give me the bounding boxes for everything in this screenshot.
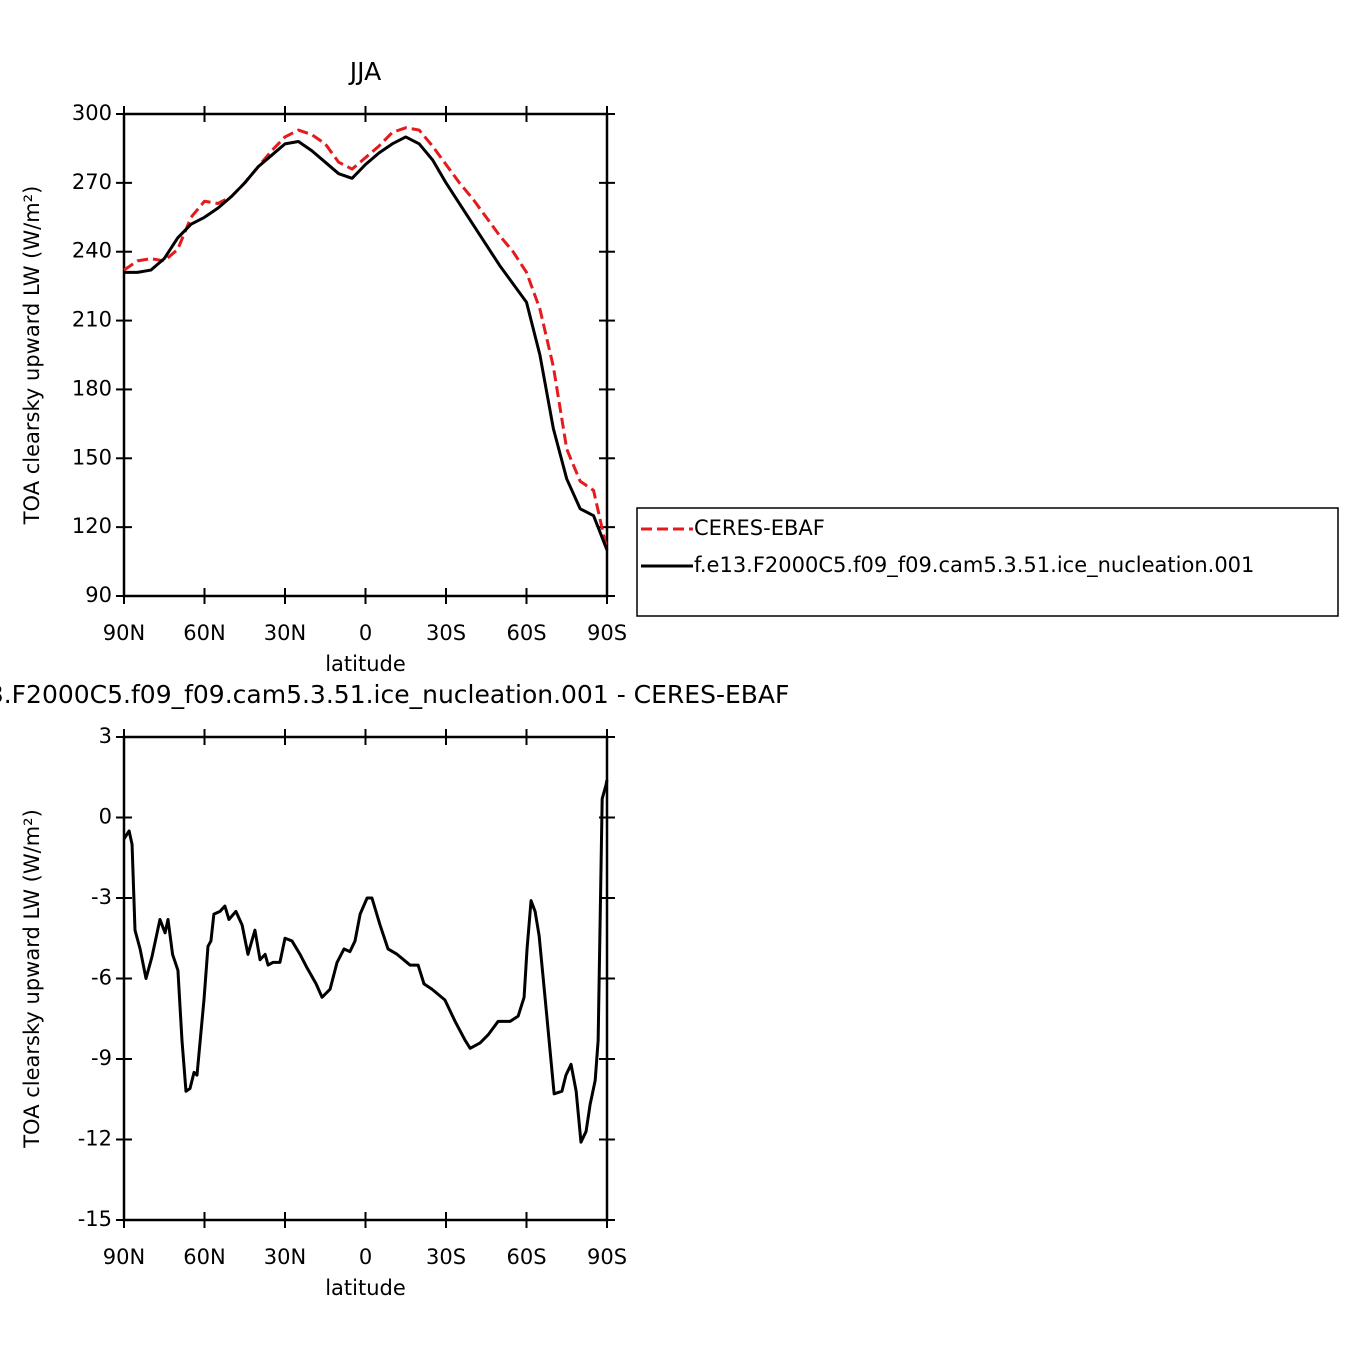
- plot-frame: [122, 112, 609, 598]
- y-tick-label: -3: [91, 885, 112, 909]
- data-line: [124, 135, 609, 551]
- legend-label: f.e13.F2000C5.f09_f09.cam5.3.51.ice_nucl…: [694, 553, 1254, 578]
- y-axis-label: TOA clearsky upward LW (W/m²): [20, 186, 44, 526]
- x-tick-label: 0: [359, 621, 372, 645]
- x-tick-label: 90N: [103, 621, 145, 645]
- chart-title: f.e13.F2000C5.f09_f09.cam5.3.51.ice_nucl…: [0, 680, 789, 709]
- y-tick-label: 0: [99, 805, 112, 829]
- y-tick-label: 270: [72, 170, 112, 194]
- chart-title: JJA: [348, 57, 381, 86]
- x-axis-label: latitude: [325, 652, 406, 676]
- y-tick-label: -15: [78, 1207, 112, 1231]
- x-tick-label: 90S: [587, 621, 627, 645]
- data-line: [122, 779, 609, 1144]
- y-tick-label: 120: [72, 514, 112, 538]
- y-tick-label: 180: [72, 376, 112, 400]
- data-line: [123, 126, 609, 551]
- y-tick-label: 300: [72, 101, 112, 125]
- y-tick-label: 150: [72, 445, 112, 469]
- x-tick-label: 30S: [426, 621, 466, 645]
- y-tick-label: -12: [78, 1127, 112, 1151]
- y-tick-label: -6: [91, 966, 112, 990]
- x-tick-label: 30N: [264, 1245, 306, 1269]
- x-tick-label: 90S: [587, 1245, 627, 1269]
- legend-label: CERES-EBAF: [694, 516, 825, 540]
- x-tick-label: 30S: [426, 1245, 466, 1269]
- x-tick-label: 60N: [183, 621, 225, 645]
- y-tick-label: -9: [91, 1046, 112, 1070]
- y-axis-label: TOA clearsky upward LW (W/m²): [20, 809, 44, 1149]
- plot-frame: [122, 735, 609, 1222]
- y-tick-label: 210: [72, 308, 112, 332]
- x-axis-label: latitude: [325, 1276, 406, 1300]
- legend-box: [636, 507, 1339, 617]
- x-tick-label: 60N: [183, 1245, 225, 1269]
- x-tick-label: 30N: [264, 621, 306, 645]
- y-tick-label: 90: [85, 583, 112, 607]
- x-tick-label: 90N: [103, 1245, 145, 1269]
- y-tick-label: 3: [99, 724, 112, 748]
- y-tick-label: 240: [72, 239, 112, 263]
- x-tick-label: 0: [359, 1245, 372, 1269]
- x-tick-label: 60S: [506, 1245, 546, 1269]
- x-tick-label: 60S: [506, 621, 546, 645]
